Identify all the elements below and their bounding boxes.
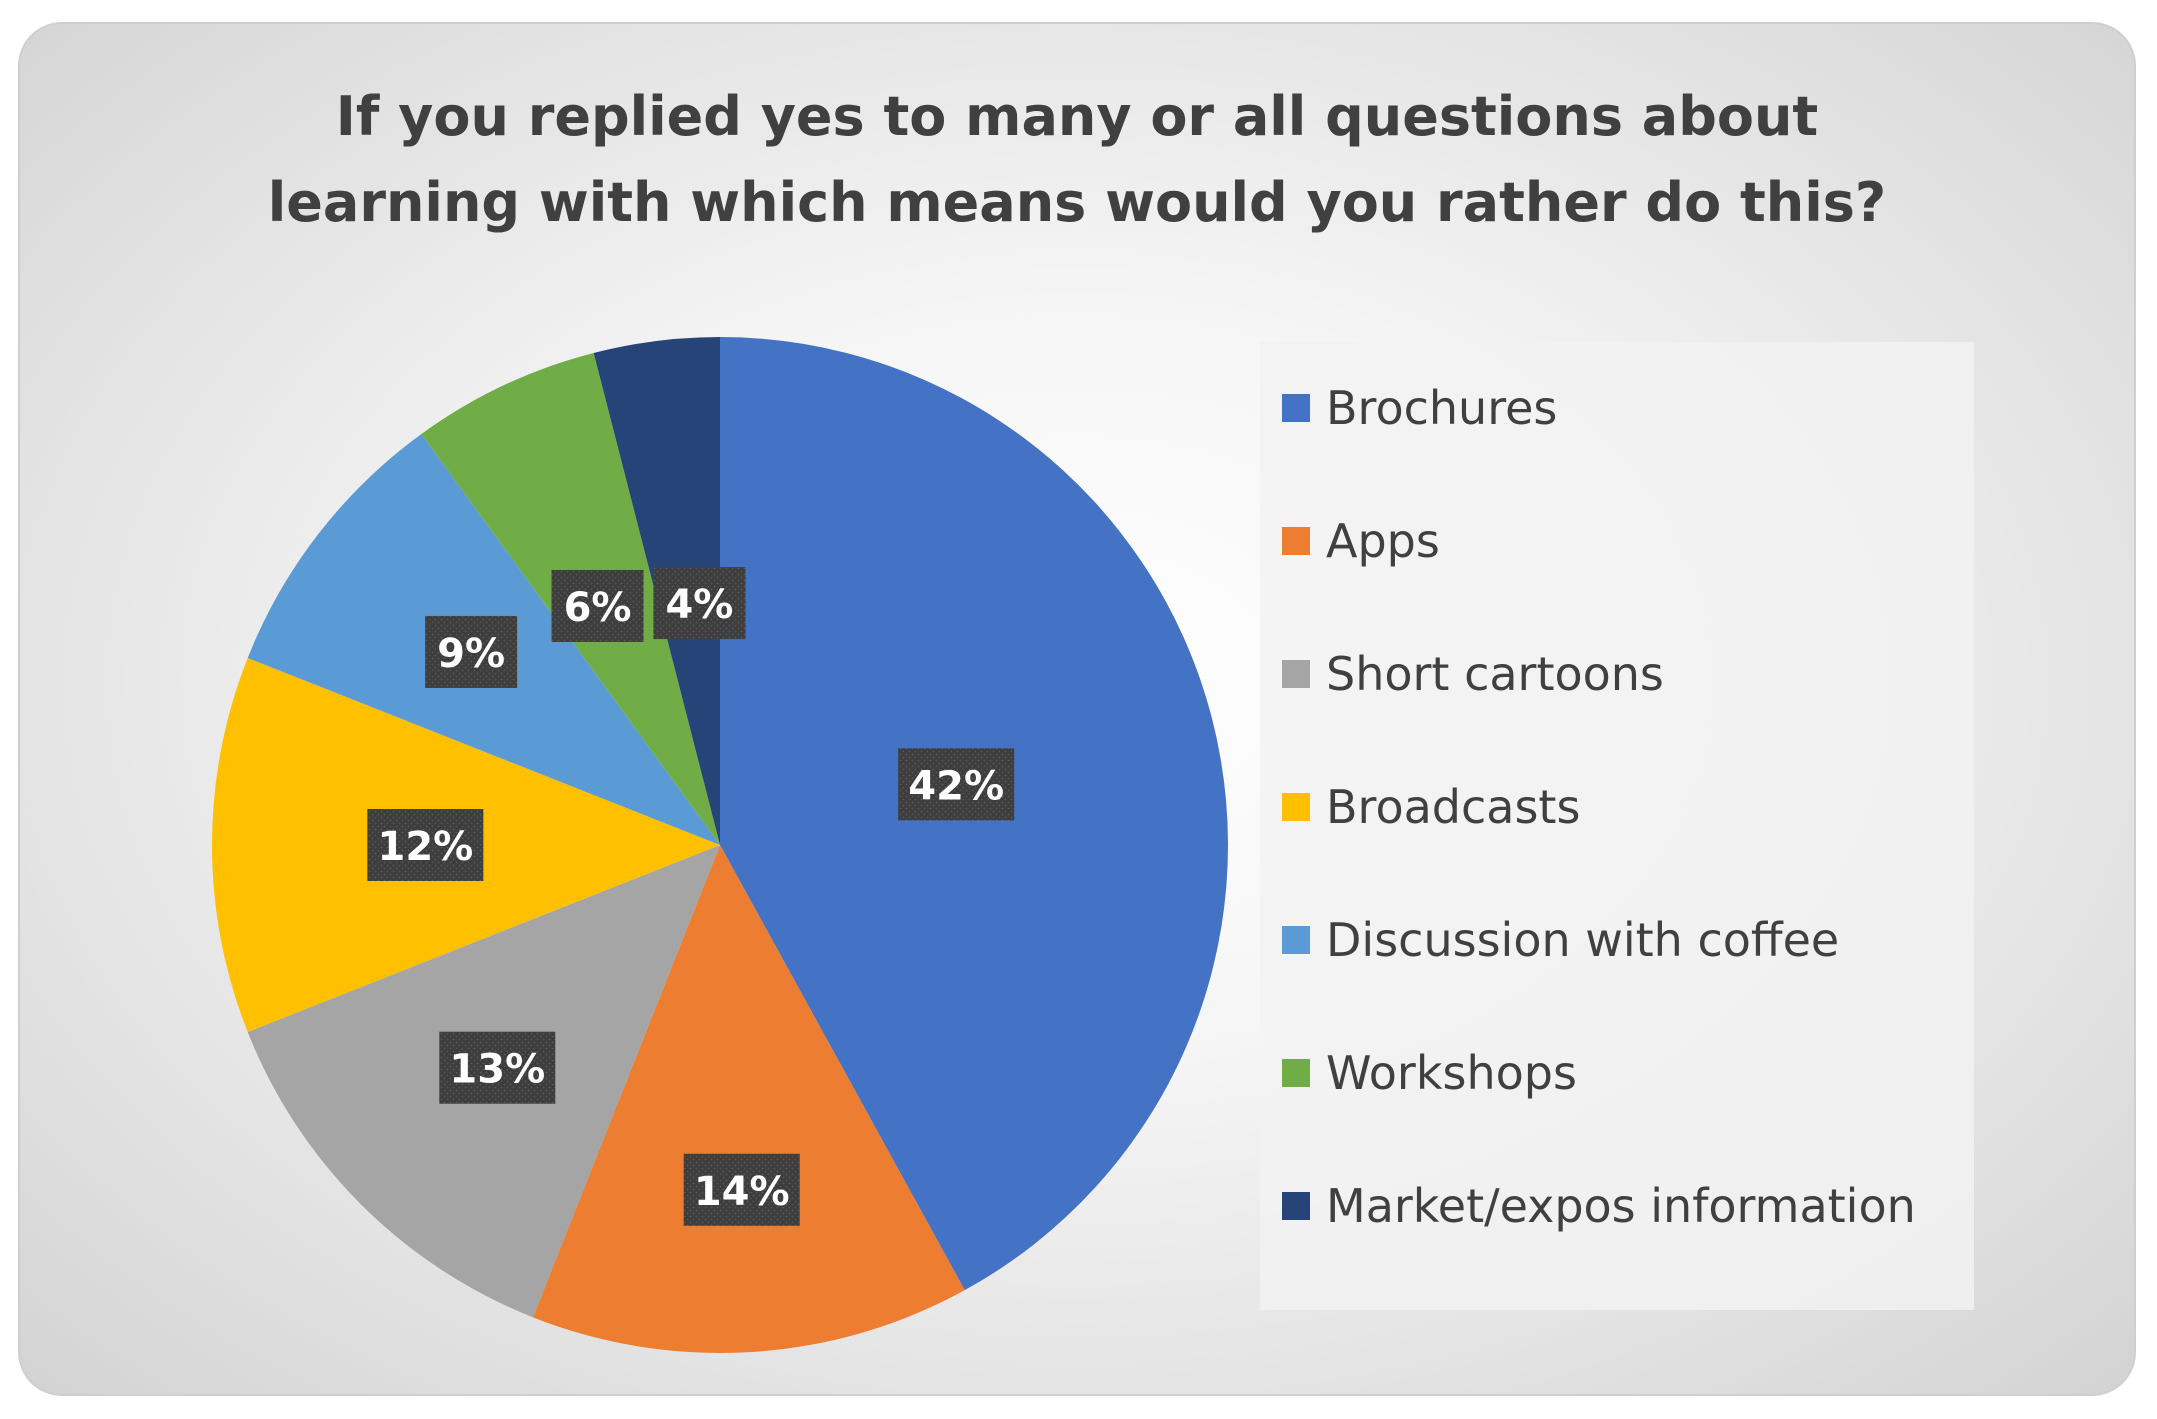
legend-label: Brochures: [1326, 381, 1558, 435]
data-label-market-expos-information: 4%: [665, 582, 733, 628]
chart-title: If you replied yes to many or all questi…: [20, 74, 2134, 246]
legend-label: Apps: [1326, 514, 1440, 568]
legend-swatch-icon: [1282, 527, 1310, 555]
data-label-background: [683, 1153, 800, 1226]
legend-label: Workshops: [1326, 1046, 1577, 1100]
data-label-short-cartoons: 13%: [449, 1047, 545, 1093]
data-label-discussion-with-coffee: 9%: [437, 631, 505, 677]
data-label-background: [367, 809, 484, 881]
data-label-apps: 14%: [694, 1169, 790, 1215]
data-label-brochures: 42%: [908, 763, 1004, 809]
chart-title-line-2: learning with which means would you rath…: [267, 171, 1887, 234]
data-label-background: [425, 615, 518, 688]
data-label-background: [653, 567, 746, 640]
legend-label: Broadcasts: [1326, 780, 1581, 834]
legend-swatch-icon: [1282, 394, 1310, 422]
legend-swatch-icon: [1282, 926, 1310, 954]
legend-label: Market/expos information: [1326, 1179, 1916, 1233]
legend-swatch-icon: [1282, 660, 1310, 688]
data-label-broadcasts: 12%: [377, 824, 473, 870]
legend-item-market-expos-information: Market/expos information: [1282, 1176, 1916, 1236]
legend-item-apps: Apps: [1282, 511, 1440, 571]
legend-label: Discussion with coffee: [1326, 913, 1840, 967]
legend-swatch-icon: [1282, 793, 1310, 821]
chart-title-line-1: If you replied yes to many or all questi…: [335, 85, 1819, 148]
legend-item-discussion-with-coffee: Discussion with coffee: [1282, 910, 1839, 970]
data-label-background: [551, 569, 644, 642]
pie-chart: 42% 14% 13% 12% 9% 6% 4%: [212, 337, 1229, 1354]
data-label-background: [439, 1031, 556, 1104]
data-label-background: [898, 748, 1015, 821]
chart-area: If you replied yes to many or all questi…: [18, 22, 2136, 1396]
legend-label: Short cartoons: [1326, 647, 1664, 701]
legend-swatch-icon: [1282, 1059, 1310, 1087]
legend: Brochures Apps Short cartoons Broadcasts…: [1260, 342, 1974, 1310]
legend-item-workshops: Workshops: [1282, 1043, 1577, 1103]
legend-swatch-icon: [1282, 1192, 1310, 1220]
legend-item-brochures: Brochures: [1282, 378, 1557, 438]
data-label-workshops: 6%: [564, 585, 632, 631]
pie-slice-apps: [532, 845, 965, 1354]
pie-data-labels: 42% 14% 13% 12% 9% 6% 4%: [367, 567, 1015, 1226]
legend-item-short-cartoons: Short cartoons: [1282, 644, 1664, 704]
legend-item-broadcasts: Broadcasts: [1282, 777, 1580, 837]
